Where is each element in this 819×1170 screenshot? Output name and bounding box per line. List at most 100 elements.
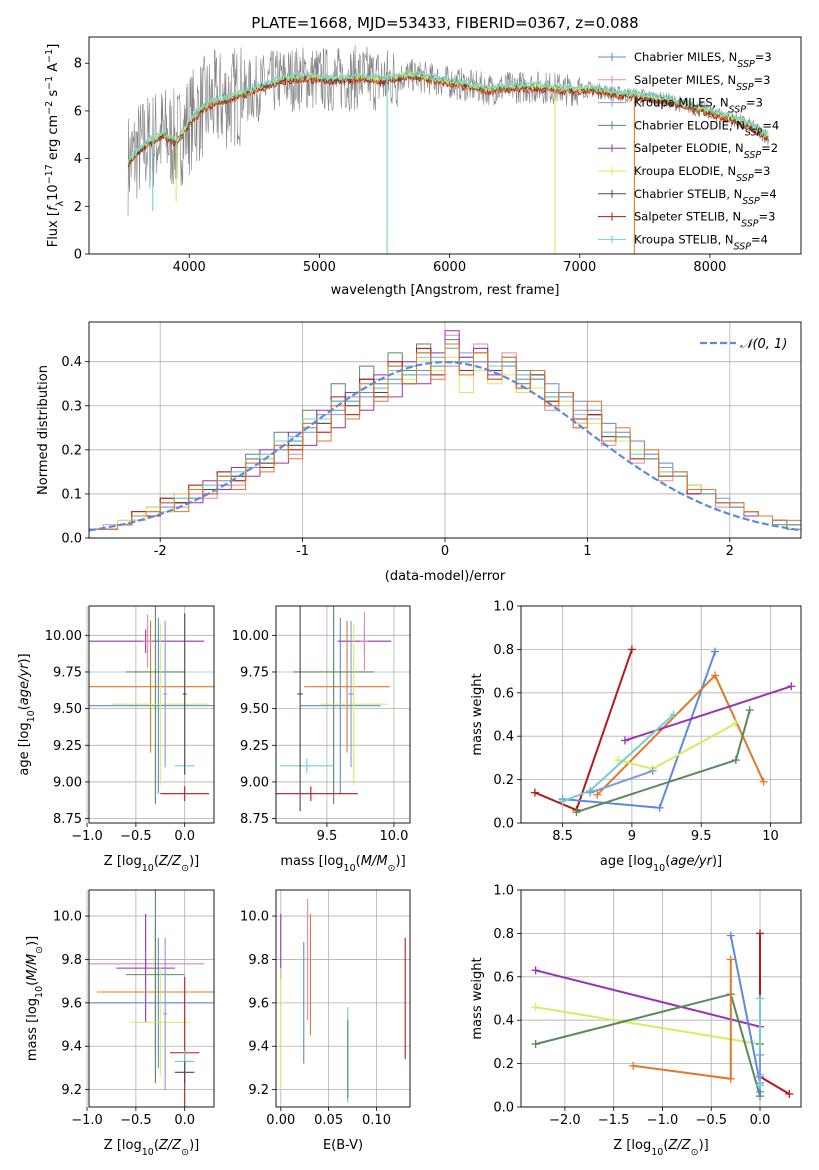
x-axis-label: Z [log10(Z/Z⊙)]	[104, 1138, 199, 1158]
axes-frame	[520, 889, 802, 1108]
x-axis-label: age [log10(age/yr)]	[600, 854, 722, 874]
x-tick-label: -1	[296, 544, 309, 559]
y-axis-label: Normed distribution	[36, 365, 51, 495]
axes-frame	[520, 605, 802, 824]
series-line	[729, 935, 761, 1092]
y-tick-label: 9.50	[240, 702, 269, 717]
legend-label: Salpeter ELODIE, NSSP=2	[634, 141, 778, 161]
y-tick-label: 0.2	[493, 1057, 514, 1072]
plot-area	[89, 330, 801, 532]
plot-area	[280, 898, 406, 1103]
x-tick-label: 8.5	[552, 829, 573, 844]
x-axis-label: E(B-V)	[323, 1138, 363, 1153]
x-tick-label: −1.0	[71, 1113, 103, 1128]
x-tick-label: 0	[441, 544, 449, 559]
y-tick-label: 4	[74, 152, 82, 167]
x-tick-label: 5000	[303, 260, 336, 275]
y-tick-label: 9.4	[61, 1040, 82, 1055]
y-tick-label: 8.75	[53, 812, 82, 827]
y-tick-label: 0.0	[493, 817, 514, 832]
x-tick-label: −0.5	[120, 1113, 152, 1128]
legend-label: Chabrier MILES, NSSP=3	[634, 50, 772, 70]
series-line	[759, 933, 790, 1095]
y-tick-label: 0.1	[61, 487, 82, 502]
y-tick-label: 9.75	[53, 665, 82, 680]
series-line	[589, 769, 654, 794]
series-line	[534, 649, 633, 812]
series-line	[596, 673, 765, 796]
z-weight-panel: −2.0 −1.5 −1.0 −0.5 0.0 0.0 0.2 0.4 0.6 0.8 1.0 Z […	[470, 884, 802, 1158]
y-tick-label: 9.75	[240, 665, 269, 680]
legend-label: Kroupa STELIB, NSSP=4	[634, 232, 768, 252]
x-tick-label: 0.0	[174, 829, 195, 844]
y-tick-label: 9.50	[53, 702, 82, 717]
x-tick-label: −1.0	[647, 1113, 679, 1128]
plot-area	[89, 890, 214, 1107]
x-axis-label: wavelength [Angstrom, rest frame]	[331, 283, 560, 298]
y-tick-label: 2	[74, 200, 82, 215]
legend-label: Chabrier STELIB, NSSP=4	[634, 187, 777, 207]
y-tick-label: 9.4	[248, 1040, 269, 1055]
y-axis-label: age [log10(age/yr)]	[17, 653, 37, 775]
age-weight-panel: 8.5 9 9.5 10 0.0 0.2 0.4 0.6 0.8 1.0 age [log10(ag…	[470, 600, 802, 874]
x-tick-label: 8000	[693, 260, 726, 275]
mass-age-panel: 9.5 10.0 8.75 9.00 9.25 9.50 9.75 10.00 mass [lo…	[232, 605, 411, 874]
x-axis-label: Z [log10(Z/Z⊙)]	[104, 854, 199, 874]
x-tick-label: 0.0	[750, 1113, 771, 1128]
x-tick-label: 6000	[433, 260, 466, 275]
y-tick-label: 0.0	[61, 532, 82, 547]
x-tick-label: 0.00	[266, 1113, 295, 1128]
spectrum-panel: 4000 5000 6000 7000 8000 0 2 4 6 8 wavelength [Ang…	[44, 36, 802, 298]
y-tick-label: 0.6	[493, 970, 514, 985]
y-axis-label: mass [log10(M/M⊙)]	[25, 936, 45, 1061]
x-axis-label: Z [log10(Z/Z⊙)]	[613, 1138, 708, 1158]
y-tick-label: 8	[74, 57, 82, 72]
z-mass-panel: −1.0 −0.5 0.0 9.2 9.4 9.6 9.8 10.0 Z [log10(Z/Z⊙…	[25, 889, 215, 1158]
histogram-step	[89, 343, 801, 530]
z-age-panel: −1.0 −0.5 0.0 8.75 9.00 9.25 9.50 9.75 10.00 Z [l…	[17, 605, 215, 874]
y-tick-label: 9.8	[248, 953, 269, 968]
plot-area	[89, 606, 214, 804]
x-tick-label: -2	[154, 544, 167, 559]
y-tick-label: 8.75	[240, 812, 269, 827]
legend-label: Kroupa ELODIE, NSSP=3	[634, 164, 771, 184]
y-tick-label: 0.2	[493, 773, 514, 788]
legend-label: Kroupa MILES, NSSP=3	[634, 96, 763, 116]
y-tick-label: 9.2	[61, 1083, 82, 1098]
y-tick-label: 1.0	[493, 600, 514, 615]
x-tick-label: 0.0	[174, 1113, 195, 1128]
legend-label: Salpeter STELIB, NSSP=3	[634, 210, 775, 230]
residuals-panel: -2 -1 0 1 2 0.0 0.1 0.2 0.3 0.4 (data-model)/error…	[36, 321, 802, 584]
plot-area	[276, 606, 392, 812]
x-tick-label: 9.5	[317, 829, 338, 844]
plot-area	[531, 929, 794, 1101]
axes-frame	[88, 605, 215, 824]
axes-frame	[88, 889, 215, 1108]
y-tick-label: 0.4	[493, 1014, 514, 1029]
x-tick-label: 2	[726, 544, 734, 559]
y-tick-label: 0.8	[493, 643, 514, 658]
axes-frame	[275, 889, 411, 1108]
series-line	[535, 992, 761, 1097]
y-tick-label: 9.00	[240, 775, 269, 790]
x-axis-label: mass [log10(M/M⊙)]	[280, 854, 405, 874]
y-tick-label: 9.00	[53, 775, 82, 790]
y-tick-label: 10.00	[45, 629, 82, 644]
x-tick-label: 0.05	[314, 1113, 343, 1128]
y-tick-label: 6	[74, 104, 82, 119]
axes-frame	[88, 36, 802, 255]
series-line	[617, 722, 737, 770]
x-tick-label: 7000	[563, 260, 596, 275]
x-tick-label: −0.5	[695, 1113, 727, 1128]
y-tick-label: 9.6	[61, 996, 82, 1011]
y-tick-label: 0	[74, 248, 82, 263]
x-tick-label: 0.10	[362, 1113, 391, 1128]
y-tick-label: 10.0	[240, 910, 269, 925]
x-tick-label: 10.0	[379, 829, 408, 844]
y-tick-label: 0.3	[61, 399, 82, 414]
x-tick-label: −0.5	[120, 829, 152, 844]
x-tick-label: 9	[628, 829, 636, 844]
y-tick-label: 0.2	[61, 443, 82, 458]
y-tick-label: 9.6	[248, 996, 269, 1011]
y-tick-label: 0.6	[493, 686, 514, 701]
